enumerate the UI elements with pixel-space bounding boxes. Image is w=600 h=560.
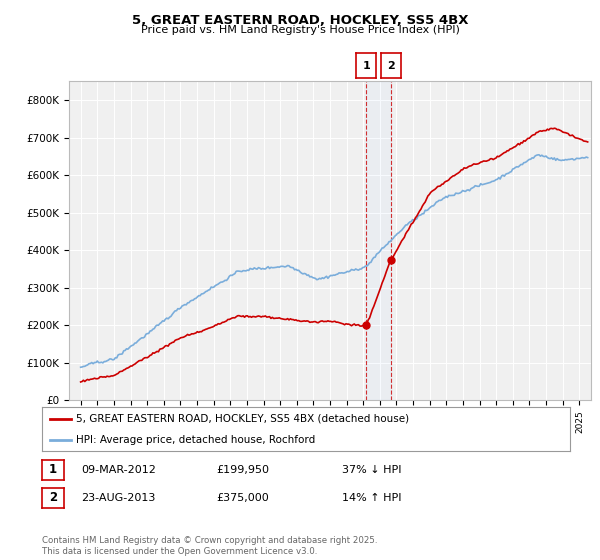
Text: 14% ↑ HPI: 14% ↑ HPI <box>342 493 401 503</box>
Point <box>386 255 395 264</box>
Text: 5, GREAT EASTERN ROAD, HOCKLEY, SS5 4BX (detached house): 5, GREAT EASTERN ROAD, HOCKLEY, SS5 4BX … <box>76 414 409 424</box>
Text: HPI: Average price, detached house, Rochford: HPI: Average price, detached house, Roch… <box>76 435 316 445</box>
Text: 1: 1 <box>49 463 57 477</box>
Text: £199,950: £199,950 <box>216 465 269 475</box>
Bar <box>366 81 391 400</box>
Text: 1: 1 <box>362 61 370 71</box>
Text: 2: 2 <box>49 491 57 505</box>
Text: 37% ↓ HPI: 37% ↓ HPI <box>342 465 401 475</box>
Point <box>361 321 371 330</box>
Text: 5, GREAT EASTERN ROAD, HOCKLEY, SS5 4BX: 5, GREAT EASTERN ROAD, HOCKLEY, SS5 4BX <box>132 14 468 27</box>
Text: £375,000: £375,000 <box>216 493 269 503</box>
Text: 2: 2 <box>387 61 395 71</box>
Text: Price paid vs. HM Land Registry's House Price Index (HPI): Price paid vs. HM Land Registry's House … <box>140 25 460 35</box>
Text: 23-AUG-2013: 23-AUG-2013 <box>81 493 155 503</box>
Text: 09-MAR-2012: 09-MAR-2012 <box>81 465 156 475</box>
Text: Contains HM Land Registry data © Crown copyright and database right 2025.
This d: Contains HM Land Registry data © Crown c… <box>42 536 377 556</box>
